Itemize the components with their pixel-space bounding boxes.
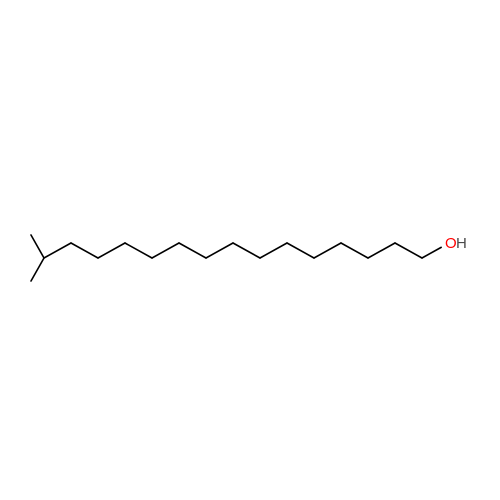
bond (422, 247, 441, 258)
bond (368, 243, 395, 258)
bond (152, 243, 179, 258)
bond (179, 243, 206, 258)
bond (44, 243, 71, 258)
bond (71, 243, 98, 258)
bond (31, 235, 44, 258)
molecule-canvas: OH (0, 0, 500, 500)
bond (125, 243, 152, 258)
bond (31, 258, 44, 281)
bond (206, 243, 233, 258)
bond (341, 243, 368, 258)
atom-label: O (445, 235, 457, 252)
bond (233, 243, 260, 258)
bond (287, 243, 314, 258)
bond (314, 243, 341, 258)
bond (260, 243, 287, 258)
bond (395, 243, 422, 258)
atom-label: H (456, 235, 467, 252)
bond (98, 243, 125, 258)
